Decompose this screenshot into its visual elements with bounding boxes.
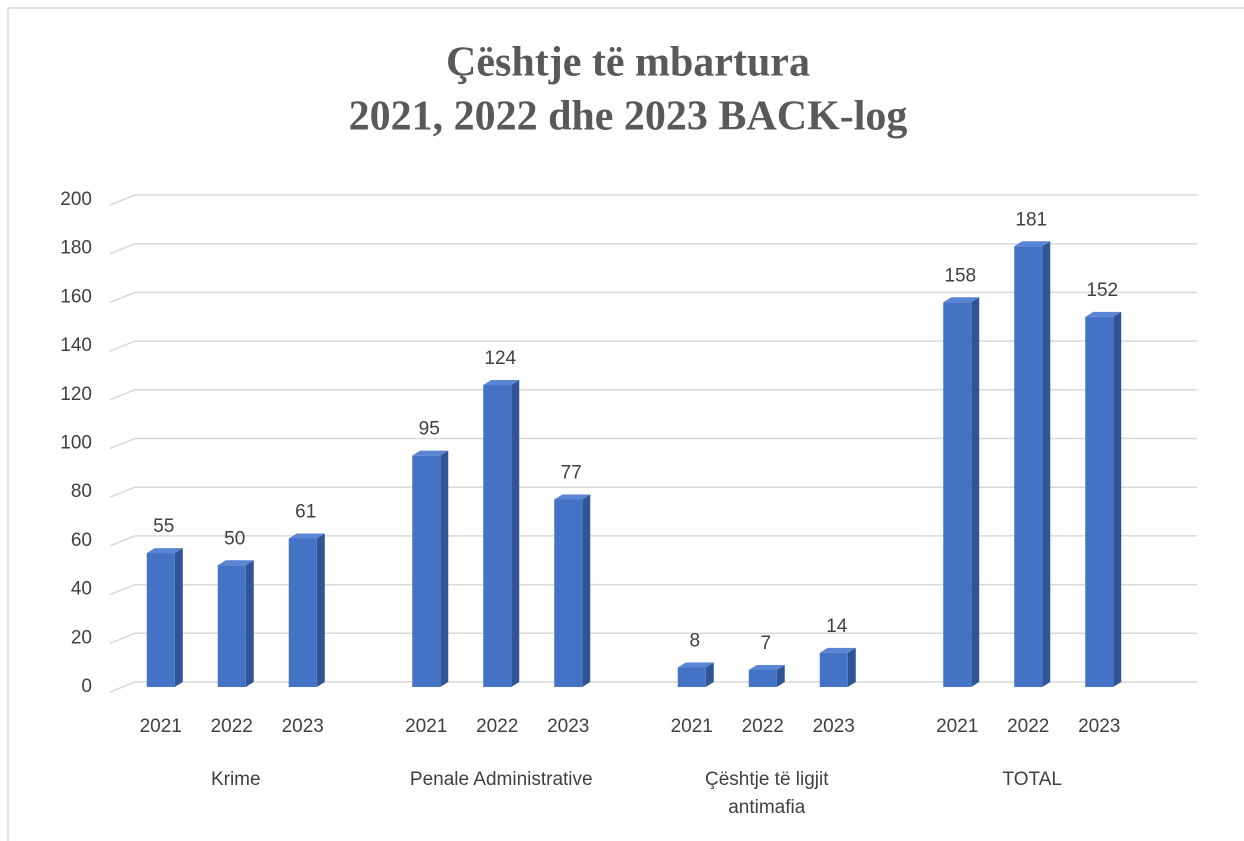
x-tick-label: 2021 — [140, 716, 182, 737]
y-tick-label: 0 — [81, 676, 92, 697]
y-tick-label: 120 — [60, 384, 92, 405]
bar-side — [705, 662, 714, 687]
x-tick-label: 2021 — [405, 716, 447, 737]
x-tick-label: 2021 — [936, 716, 978, 737]
bar — [146, 553, 175, 687]
bar-top — [819, 647, 856, 653]
x-tick-label: 2023 — [1078, 716, 1120, 737]
bar-side — [316, 533, 325, 687]
y-tick-label: 80 — [71, 481, 92, 502]
chart-title: 2021, 2022 dhe 2023 BACK-log — [349, 94, 908, 140]
value-label: 8 — [689, 631, 700, 652]
bar — [288, 538, 317, 687]
group-label: Penale Administrative — [409, 769, 593, 790]
grid-line — [109, 291, 1197, 304]
bar-side — [776, 664, 785, 687]
bar-side — [1113, 311, 1122, 687]
grid-line — [109, 632, 1197, 644]
x-tick-label: 2022 — [742, 716, 784, 737]
bar — [819, 652, 848, 687]
grid-line — [109, 389, 1197, 401]
x-tick-label: 2022 — [476, 716, 518, 737]
bar-side — [511, 380, 520, 687]
bar-top — [943, 297, 980, 303]
bar-top — [288, 533, 325, 539]
value-label: 55 — [153, 516, 174, 537]
bar — [554, 499, 583, 687]
bar-top — [1014, 241, 1051, 247]
group-label: Çështje të ligjit antimafia — [704, 769, 829, 818]
group-label: TOTAL — [1002, 769, 1062, 790]
y-tick-label: 20 — [71, 627, 92, 648]
value-label: 14 — [826, 616, 848, 637]
chart-frame — [7, 7, 1244, 841]
grid-line — [109, 242, 1197, 255]
grid-line — [109, 194, 1197, 206]
value-label: 7 — [760, 633, 771, 654]
grid-line — [109, 486, 1197, 498]
bar-top — [217, 560, 254, 566]
bar-top — [1085, 311, 1122, 317]
value-label: 181 — [1015, 209, 1047, 230]
y-tick-label: 140 — [60, 335, 92, 356]
bar-side — [440, 450, 449, 687]
bar — [1085, 316, 1114, 687]
y-tick-label: 100 — [60, 433, 92, 454]
value-label: 61 — [295, 501, 316, 522]
y-tick-label: 180 — [60, 238, 92, 259]
grid-line — [109, 340, 1197, 352]
bar-top — [554, 494, 591, 500]
value-label: 95 — [419, 419, 440, 440]
bar — [412, 455, 441, 687]
bar-side — [174, 548, 183, 687]
bar-top — [412, 450, 449, 456]
y-tick-label: 60 — [71, 530, 92, 551]
group-label: Krime — [210, 769, 261, 790]
x-tick-label: 2021 — [671, 716, 713, 737]
bar-side — [847, 647, 856, 687]
x-tick-label: 2023 — [547, 716, 589, 737]
y-tick-label: 40 — [71, 579, 92, 600]
x-tick-label: 2022 — [211, 716, 253, 737]
bar-side — [1042, 241, 1051, 687]
grid-line — [109, 535, 1197, 547]
x-tick-label: 2023 — [282, 716, 324, 737]
bar — [748, 669, 777, 687]
value-label: 124 — [484, 348, 516, 369]
bar-side — [245, 560, 254, 687]
bar — [483, 385, 512, 687]
grid-line — [109, 583, 1197, 596]
bar-top — [677, 662, 714, 668]
chart-title: Çështje të mbartura — [446, 40, 810, 86]
bar — [677, 667, 706, 687]
grid-line — [109, 437, 1197, 450]
value-label: 50 — [224, 528, 245, 549]
x-tick-label: 2023 — [813, 716, 855, 737]
value-label: 152 — [1086, 280, 1118, 301]
x-tick-label: 2022 — [1007, 716, 1049, 737]
value-label: 158 — [944, 265, 976, 286]
bar-top — [748, 664, 785, 670]
y-tick-label: 160 — [60, 286, 92, 307]
bar — [1014, 246, 1043, 687]
bar-side — [582, 494, 591, 687]
y-tick-label: 200 — [60, 189, 92, 210]
bar — [943, 302, 972, 687]
bar-top — [146, 548, 183, 554]
bar-top — [483, 380, 520, 386]
bar-side — [971, 297, 980, 687]
bar — [217, 565, 246, 687]
value-label: 77 — [561, 463, 582, 484]
